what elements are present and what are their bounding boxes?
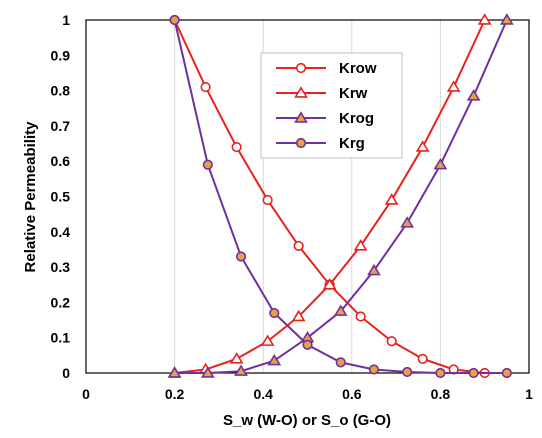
data-point-krg	[435, 367, 446, 379]
data-point-krog	[267, 353, 282, 366]
plot-frame	[85, 19, 530, 374]
legend-entry-krg: Krg	[276, 135, 365, 152]
legend-box	[260, 52, 403, 159]
data-point-krog	[433, 157, 448, 170]
data-point-krw	[322, 277, 337, 290]
data-point-krg	[269, 307, 280, 319]
data-point-krw	[415, 140, 430, 152]
y-tick-label: 1	[62, 12, 70, 28]
x-axis-title: S_w (W-O) or S_o (G-O)	[223, 412, 391, 429]
y-tick-label: 0.7	[51, 118, 71, 134]
data-point-krg	[202, 159, 213, 170]
y-tick-label: 0	[62, 365, 70, 381]
legend-label-krog: Krog	[339, 110, 374, 127]
data-point-krg	[235, 251, 247, 262]
data-point-krog	[400, 216, 415, 228]
legend-marker-krow	[295, 62, 307, 74]
y-tick-label: 0.8	[51, 83, 71, 99]
legend-entry-krw: Krw	[276, 85, 368, 102]
data-point-krow	[200, 81, 211, 93]
data-point-krow	[386, 336, 397, 347]
data-point-krow	[355, 311, 366, 322]
data-point-krw	[384, 193, 399, 205]
x-tick-label: 0.4	[253, 386, 273, 402]
data-point-krw	[229, 352, 244, 364]
y-tick-label: 0.9	[51, 47, 71, 63]
data-point-krg	[302, 339, 313, 350]
data-point-krw	[353, 239, 368, 251]
y-tick-label: 0.3	[51, 259, 71, 275]
legend-marker-krw	[294, 86, 308, 98]
data-point-krog	[167, 366, 182, 378]
data-point-krog	[499, 13, 514, 25]
y-tick-label: 0.4	[51, 224, 71, 240]
data-point-krw	[291, 309, 306, 322]
data-point-krg	[169, 14, 180, 26]
x-tick-label: 0.2	[165, 386, 185, 402]
data-point-krg	[501, 367, 512, 379]
data-point-krg	[468, 367, 479, 379]
data-point-krw	[477, 13, 492, 25]
data-point-krow	[417, 353, 428, 364]
legend-label-krw: Krw	[339, 85, 368, 102]
legend-marker-krg	[295, 137, 307, 149]
y-tick-label: 0.5	[51, 189, 71, 205]
data-point-krog	[333, 304, 348, 316]
legend-entry-krog: Krog	[276, 110, 374, 127]
tick-layer: 0 0.2 0.4 0.6 0.8 1 0 0.1 0.2 0.3 0.4 0.5 0.6 0.7 0.8 0…	[51, 12, 534, 402]
y-tick-label: 0.2	[51, 294, 71, 310]
data-point-krog	[234, 364, 248, 376]
x-tick-label: 0.6	[342, 386, 362, 402]
y-tick-label: 0.6	[51, 153, 71, 169]
data-point-krow	[293, 240, 304, 252]
legend-label-krg: Krg	[339, 135, 365, 152]
data-point-krw	[260, 334, 275, 346]
data-point-krg	[368, 364, 380, 375]
data-point-krow	[231, 141, 242, 153]
data-point-krg	[335, 357, 346, 368]
data-point-krog	[200, 366, 215, 378]
series-layer	[167, 13, 514, 379]
series-krog	[167, 13, 514, 378]
data-point-krg	[402, 366, 413, 378]
y-axis-title: Relative Permeability	[22, 121, 39, 273]
data-point-krog	[466, 89, 481, 101]
legend: Krow Krw Krog Krg	[260, 52, 403, 159]
data-point-krog	[367, 263, 381, 276]
legend-label-krow: Krow	[339, 60, 377, 77]
data-point-krw	[446, 80, 461, 92]
x-tick-label: 0	[82, 386, 90, 402]
x-tick-label: 0.8	[431, 386, 451, 402]
data-point-krow	[262, 194, 273, 206]
y-tick-label: 0.1	[51, 330, 71, 346]
x-tick-label: 1	[525, 386, 533, 402]
legend-marker-krog	[294, 111, 308, 123]
legend-entry-krow: Krow	[276, 60, 377, 77]
series-krg	[169, 14, 512, 379]
